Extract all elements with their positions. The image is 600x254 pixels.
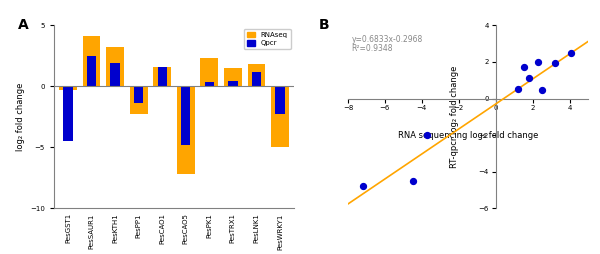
Bar bbox=[87, 56, 97, 86]
Bar bbox=[130, 86, 148, 114]
X-axis label: RNA sequencing log₂ fold change: RNA sequencing log₂ fold change bbox=[398, 131, 538, 140]
Bar bbox=[158, 67, 167, 86]
Point bbox=[513, 87, 523, 91]
Text: R²=0.9348: R²=0.9348 bbox=[352, 44, 393, 53]
Y-axis label: RT-qpcr log₂ fold change: RT-qpcr log₂ fold change bbox=[450, 66, 459, 168]
Bar bbox=[59, 86, 77, 90]
Bar bbox=[110, 63, 120, 86]
Point bbox=[408, 179, 418, 183]
Point bbox=[524, 76, 534, 81]
Text: y=0.6833x-0.2968: y=0.6833x-0.2968 bbox=[352, 35, 423, 43]
Bar bbox=[271, 86, 289, 147]
Bar bbox=[64, 86, 73, 141]
Point bbox=[422, 133, 432, 137]
Legend: RNAseq, Qpcr: RNAseq, Qpcr bbox=[244, 29, 290, 49]
Point bbox=[533, 60, 543, 64]
Y-axis label: log₂ fold change: log₂ fold change bbox=[16, 83, 25, 151]
Bar bbox=[83, 36, 100, 86]
Point bbox=[358, 184, 368, 188]
Bar bbox=[177, 86, 194, 174]
Bar bbox=[200, 58, 218, 86]
Bar bbox=[251, 72, 261, 86]
Text: A: A bbox=[18, 18, 29, 32]
Bar bbox=[134, 86, 143, 103]
Point bbox=[566, 51, 576, 55]
Point bbox=[550, 61, 560, 65]
Bar bbox=[154, 68, 171, 86]
Bar bbox=[181, 86, 190, 145]
Bar bbox=[205, 82, 214, 86]
Bar bbox=[248, 65, 265, 86]
Bar bbox=[275, 86, 284, 114]
Point bbox=[520, 66, 529, 70]
Bar bbox=[224, 68, 242, 86]
Bar bbox=[228, 81, 238, 86]
Text: B: B bbox=[319, 18, 330, 32]
Point bbox=[537, 88, 547, 92]
Bar bbox=[106, 47, 124, 86]
